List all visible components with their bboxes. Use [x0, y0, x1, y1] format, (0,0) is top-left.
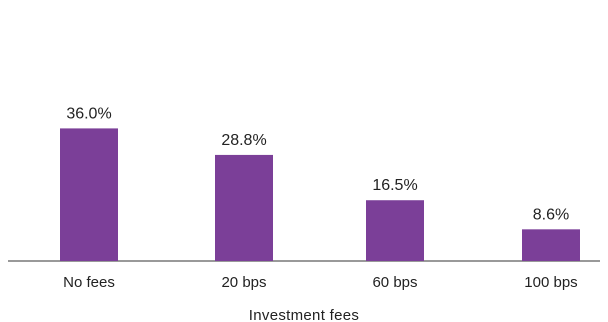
- bar-0: [60, 128, 118, 261]
- data-label-0: 36.0%: [66, 105, 111, 122]
- bar-1: [215, 154, 273, 261]
- data-label-3: 8.6%: [533, 206, 569, 223]
- x-axis-label: Investment fees: [249, 307, 359, 322]
- x-tick-label-0: No fees: [63, 274, 115, 291]
- bar-2: [366, 200, 424, 261]
- x-tick-label-3: 100 bps: [524, 274, 577, 291]
- data-label-2: 16.5%: [372, 177, 417, 194]
- x-tick-label-1: 20 bps: [221, 274, 266, 291]
- data-label-1: 28.8%: [221, 132, 266, 149]
- bar-3: [522, 229, 580, 261]
- x-tick-label-2: 60 bps: [372, 274, 417, 291]
